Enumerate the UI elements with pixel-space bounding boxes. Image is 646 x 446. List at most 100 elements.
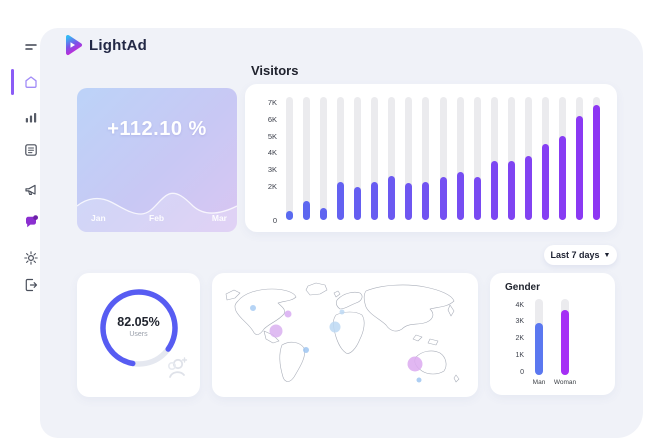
world-map bbox=[225, 282, 460, 383]
visitors-bar bbox=[354, 187, 362, 220]
growth-stat-card: +112.10 % Jan Feb Mar bbox=[77, 88, 237, 232]
month-label-mar: Mar bbox=[211, 213, 227, 223]
map-visitor-bubble bbox=[250, 305, 256, 311]
gender-y-tick: 2K bbox=[515, 335, 524, 342]
gear-icon bbox=[24, 251, 38, 265]
visitors-y-tick: 7K bbox=[267, 97, 277, 107]
sidebar-item-reports[interactable] bbox=[22, 141, 40, 159]
report-icon bbox=[25, 144, 37, 156]
users-percentage: 82.05% bbox=[117, 315, 160, 329]
sidebar-item-campaigns[interactable] bbox=[22, 181, 40, 199]
growth-percentage: +112.10 % bbox=[107, 118, 207, 140]
visitors-y-tick: 5K bbox=[267, 131, 277, 141]
visitors-bar-track bbox=[337, 97, 345, 220]
visitors-bar-track bbox=[388, 97, 396, 220]
sidebar-item-logout[interactable] bbox=[22, 276, 40, 294]
visitors-bar-track bbox=[371, 97, 379, 220]
visitors-bar bbox=[337, 182, 345, 220]
visitors-bar-track bbox=[303, 97, 311, 220]
gender-y-tick: 3K bbox=[515, 318, 524, 326]
visitors-bar bbox=[405, 183, 413, 220]
active-nav-indicator bbox=[11, 69, 14, 95]
map-visitor-bubble bbox=[416, 377, 422, 383]
map-visitor-bubble bbox=[284, 310, 292, 318]
gender-bar-track bbox=[535, 299, 543, 375]
bar-chart-icon bbox=[25, 113, 37, 123]
map-visitor-bubble bbox=[303, 347, 309, 353]
visitors-bar bbox=[439, 177, 447, 220]
map-visitor-bubble bbox=[269, 324, 283, 338]
map-new-zealand bbox=[453, 374, 460, 383]
visitors-bar bbox=[303, 201, 311, 220]
sidebar-item-messages[interactable] bbox=[22, 213, 40, 231]
megaphone-icon bbox=[25, 184, 36, 195]
sidebar-item-menu[interactable] bbox=[22, 38, 40, 56]
visitors-bar bbox=[456, 172, 464, 220]
map-alaska bbox=[225, 289, 241, 301]
chevron-down-icon: ▼ bbox=[603, 251, 611, 259]
gender-bar bbox=[561, 310, 569, 375]
visitors-bar-track bbox=[524, 97, 532, 220]
visitors-bar-track bbox=[422, 97, 430, 220]
map-papua bbox=[427, 338, 439, 346]
visitors-bar bbox=[541, 144, 549, 220]
visitors-bar-track bbox=[286, 97, 293, 220]
visitors-bar bbox=[558, 136, 566, 220]
users-label: Users bbox=[129, 331, 148, 338]
map-bubbles bbox=[250, 305, 423, 383]
map-visitor-bubble bbox=[339, 309, 345, 315]
gender-category-man: Man bbox=[532, 379, 546, 386]
visitors-bar bbox=[388, 176, 396, 220]
month-label-feb: Feb bbox=[149, 213, 165, 223]
visitors-bar bbox=[371, 182, 379, 220]
visitors-y-tick: 4K bbox=[267, 148, 277, 158]
stat-month-labels: Jan Feb Mar bbox=[77, 213, 237, 225]
gender-chart-title: Gender bbox=[505, 282, 541, 293]
visitors-bar-track bbox=[439, 97, 447, 220]
map-south-america bbox=[279, 341, 305, 382]
menu-icon bbox=[25, 44, 37, 50]
month-label-jan: Jan bbox=[91, 213, 106, 223]
visitors-y-tick: 3K bbox=[267, 165, 277, 175]
visitors-bar bbox=[524, 156, 532, 220]
users-donut-chart bbox=[100, 289, 178, 367]
map-visitor-bubble bbox=[329, 321, 341, 333]
add-user-icon bbox=[168, 357, 188, 378]
map-visitor-bubble bbox=[407, 356, 423, 372]
map-africa bbox=[333, 311, 365, 354]
sidebar-item-home[interactable] bbox=[22, 73, 40, 91]
users-donut-card: 82.05% Users bbox=[77, 273, 200, 397]
visitors-bar-track bbox=[473, 97, 481, 220]
app-logo[interactable]: LightAd bbox=[64, 34, 147, 56]
visitors-bar-track bbox=[354, 97, 362, 220]
visitors-y-tick: 0 bbox=[272, 216, 277, 225]
visitors-chart-card: 7K 6K 5K 4K 3K 2K 0 bbox=[245, 84, 617, 232]
visitors-bar bbox=[490, 161, 498, 220]
home-icon bbox=[25, 76, 37, 88]
map-indonesia bbox=[412, 334, 423, 342]
visitors-bar bbox=[593, 105, 601, 220]
visitors-bar-track bbox=[541, 97, 549, 220]
donut-value-arc bbox=[100, 289, 178, 367]
sidebar-item-analytics[interactable] bbox=[22, 108, 40, 126]
gender-chart-card: Gender 4K 3K 2K 1K 0 Man Woman bbox=[490, 273, 615, 395]
map-asia bbox=[363, 284, 455, 332]
map-uk bbox=[333, 290, 341, 298]
visitors-bar bbox=[422, 182, 430, 220]
visitors-bar-track bbox=[490, 97, 498, 220]
visitors-y-tick: 6K bbox=[267, 114, 277, 124]
visitors-y-tick: 2K bbox=[267, 182, 277, 192]
trend-wave bbox=[77, 192, 237, 232]
visitors-bar-track bbox=[576, 97, 584, 220]
world-map-card bbox=[212, 273, 478, 397]
visitors-bar bbox=[320, 208, 328, 220]
sidebar-item-settings[interactable] bbox=[22, 249, 40, 267]
date-range-label: Last 7 days bbox=[550, 250, 600, 260]
chat-icon bbox=[25, 214, 38, 227]
visitors-bars bbox=[286, 97, 602, 220]
gender-category-woman: Woman bbox=[553, 379, 577, 386]
visitors-bar-track bbox=[558, 97, 566, 220]
date-range-dropdown[interactable]: Last 7 days ▼ bbox=[544, 245, 617, 265]
visitors-bar bbox=[473, 177, 481, 220]
